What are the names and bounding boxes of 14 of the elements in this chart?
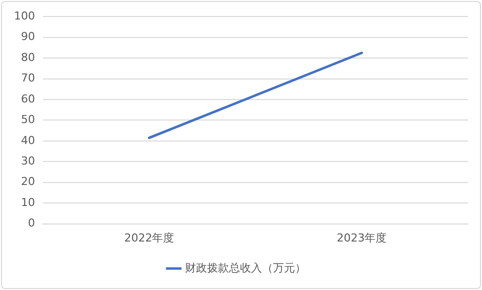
y-tick-label: 30: [20, 154, 35, 168]
legend-label: 财政拨款总收入（万元）: [184, 261, 306, 274]
y-tick-label: 50: [20, 113, 35, 126]
y-tick-label: 40: [20, 134, 35, 147]
y-tick-label: 100: [14, 9, 35, 22]
y-tick-label: 0: [28, 216, 35, 230]
y-tick-label: 10: [20, 196, 35, 209]
x-tick-label: 2022年度: [124, 231, 174, 244]
y-tick-label: 20: [20, 175, 35, 188]
y-tick-label: 80: [20, 50, 35, 64]
y-tick-label: 60: [20, 92, 35, 106]
y-tick-label: 90: [20, 30, 35, 44]
y-tick-label: 70: [20, 72, 35, 85]
x-tick-label: 2023年度: [336, 231, 387, 244]
